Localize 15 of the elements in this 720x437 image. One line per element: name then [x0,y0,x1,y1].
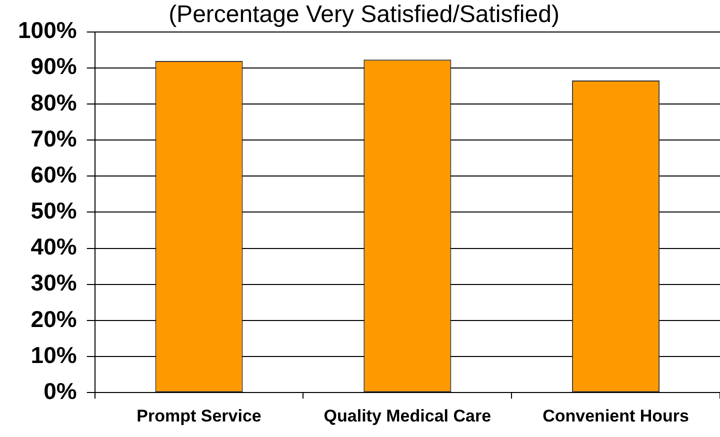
y-tick-label: 10% [30,342,77,368]
y-tick-label: 70% [30,125,77,152]
y-tick-label: 80% [30,89,77,116]
chart-subtitle: (Percentage Very Satisfied/Satisfied) [168,1,560,28]
y-tick-label: 20% [30,306,77,332]
y-tick-label: 90% [30,53,77,80]
y-tick-label: 30% [30,270,77,296]
y-tick-label: 0% [44,378,77,404]
y-tick-label: 40% [30,234,77,260]
x-tick-label: Quality Medical Care [324,406,492,426]
y-tick-label: 60% [30,161,77,188]
y-tick-label: 50% [30,198,77,224]
y-tick-label: 100% [18,17,77,44]
x-tick-label: Prompt Service [136,406,262,426]
x-tick-label: Convenient Hours [542,406,690,426]
